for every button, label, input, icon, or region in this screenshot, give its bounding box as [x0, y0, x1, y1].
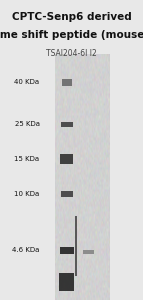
Text: 40 KDa: 40 KDa	[14, 80, 40, 85]
Text: CPTC-Senp6 derived: CPTC-Senp6 derived	[12, 12, 131, 22]
FancyBboxPatch shape	[60, 154, 73, 164]
FancyBboxPatch shape	[62, 79, 72, 86]
FancyBboxPatch shape	[59, 273, 74, 291]
Text: 4.6 KDa: 4.6 KDa	[12, 248, 40, 254]
FancyBboxPatch shape	[61, 190, 73, 196]
FancyBboxPatch shape	[55, 54, 107, 300]
FancyBboxPatch shape	[61, 122, 73, 127]
FancyBboxPatch shape	[60, 247, 74, 254]
Text: 15 KDa: 15 KDa	[14, 156, 40, 162]
Text: 25 KDa: 25 KDa	[15, 122, 40, 128]
FancyBboxPatch shape	[75, 216, 77, 276]
Text: 10 KDa: 10 KDa	[14, 190, 40, 196]
Text: frame shift peptide (mouse)-4: frame shift peptide (mouse)-4	[0, 30, 143, 40]
Text: TSAI204-6I I2: TSAI204-6I I2	[46, 50, 97, 58]
FancyBboxPatch shape	[83, 250, 94, 254]
